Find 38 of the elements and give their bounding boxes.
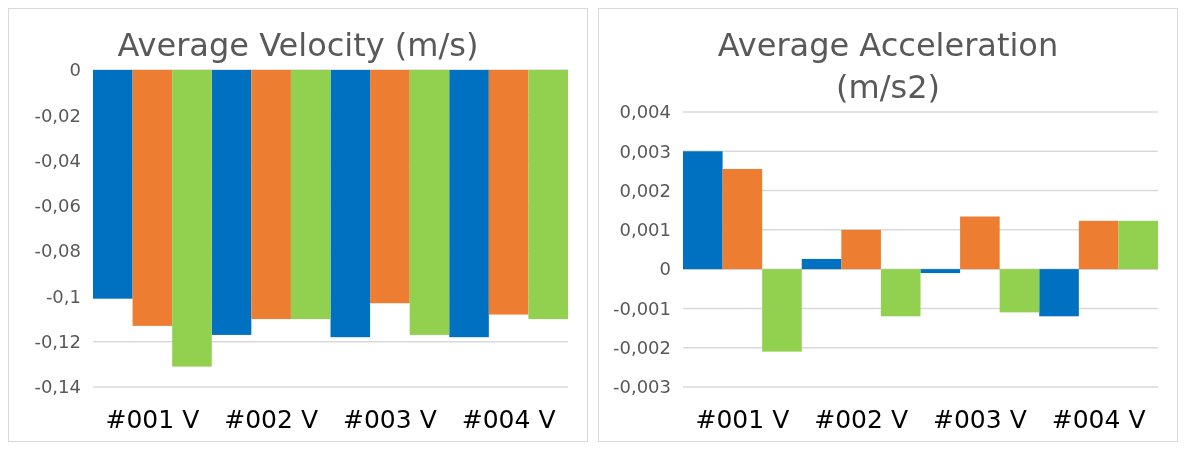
x-tick-label: #003 V <box>933 405 1027 434</box>
bar <box>722 168 763 270</box>
y-tick-label: 0 <box>659 258 671 280</box>
bar <box>1078 220 1119 270</box>
bar <box>960 216 1000 270</box>
x-tick-label: #004 V <box>1051 405 1146 434</box>
bar <box>999 269 1040 313</box>
chart-title: Average Acceleration (m/s2) <box>717 26 1059 106</box>
y-tick-label: 0,003 <box>619 140 671 162</box>
y-tick-label: -0,12 <box>34 331 81 353</box>
x-tick-label: #002 V <box>224 405 318 434</box>
x-tick-label: #001 V <box>695 405 790 434</box>
bar <box>1039 269 1079 317</box>
y-tick-label: -0,02 <box>34 104 81 126</box>
x-tick-label: #003 V <box>343 405 437 434</box>
bar <box>762 269 802 352</box>
bar <box>801 258 842 270</box>
bar <box>841 229 881 270</box>
y-tick-label: -0,04 <box>34 149 81 171</box>
y-tick-label: -0,06 <box>34 195 81 217</box>
y-tick-label: 0,004 <box>619 101 671 123</box>
y-tick-label: 0,001 <box>619 219 671 241</box>
y-tick-label: -0,1 <box>45 285 81 307</box>
y-tick-label: -0,001 <box>612 297 671 319</box>
y-tick-label: 0,002 <box>619 179 671 201</box>
bar <box>683 151 723 270</box>
x-tick-label: #002 V <box>814 405 908 434</box>
y-tick-label: -0,002 <box>612 337 671 359</box>
y-tick-label: -0,14 <box>34 376 81 398</box>
y-tick-label: 0 <box>69 59 81 81</box>
bar <box>880 269 921 317</box>
bar <box>1118 220 1158 270</box>
x-tick-label: #001 V <box>105 405 200 434</box>
x-tick-label: #004 V <box>461 405 556 434</box>
y-tick-label: -0,003 <box>612 376 671 398</box>
chart-title: Average Velocity (m/s) <box>117 26 479 64</box>
y-tick-label: -0,08 <box>34 240 81 262</box>
bar <box>920 269 961 274</box>
